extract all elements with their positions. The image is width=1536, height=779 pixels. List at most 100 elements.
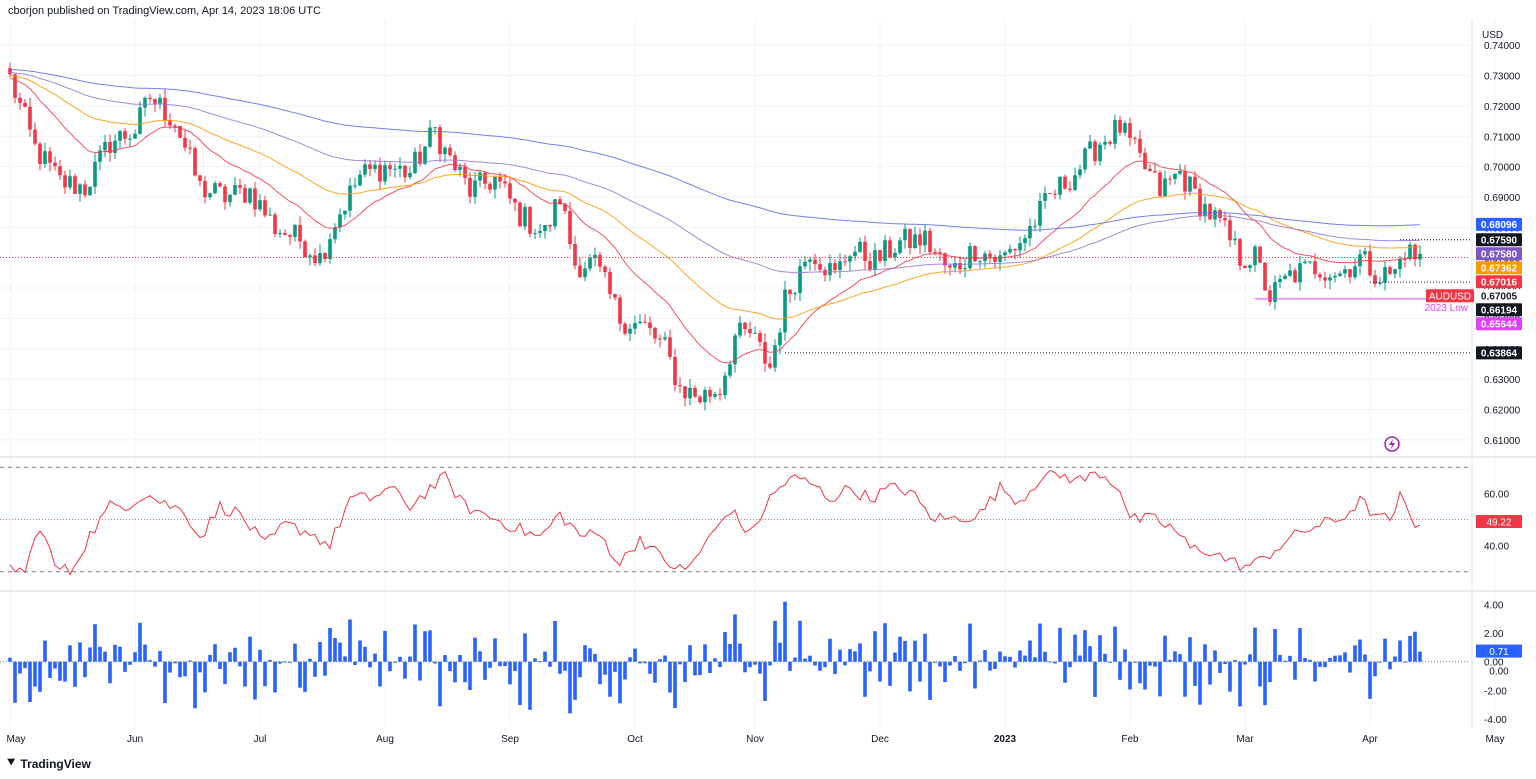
hist-bar — [238, 661, 242, 667]
candle-body — [458, 166, 462, 170]
candle — [48, 146, 52, 172]
hist-bar — [1308, 659, 1312, 662]
candle-body — [1368, 251, 1372, 276]
candle — [853, 245, 857, 261]
candle — [633, 315, 637, 335]
candle-body — [733, 335, 737, 365]
rsi-pane[interactable]: 40.00 60.00 49.22 — [0, 466, 1522, 576]
hist-bar — [243, 661, 247, 687]
hist-bar — [608, 661, 612, 697]
price-axis[interactable]: USD0.610000.620000.630000.640000.650000.… — [1426, 30, 1522, 447]
hist-bar — [1288, 655, 1292, 662]
candle-body — [1153, 171, 1157, 173]
hist-bar — [1163, 635, 1167, 662]
hist-bar — [1348, 661, 1352, 673]
candle-body — [648, 322, 652, 329]
price-label-text: 0.67580 — [1481, 249, 1518, 260]
candle-body — [898, 240, 902, 253]
hist-bar — [873, 631, 877, 662]
price-label-0.67580: 0.67580 — [1476, 247, 1522, 261]
price-pane[interactable]: 2023 Low — [0, 62, 1470, 452]
candle-body — [1108, 141, 1112, 144]
candle — [353, 177, 357, 189]
candle — [623, 321, 627, 336]
hist-bar — [508, 661, 512, 685]
candle-body — [228, 194, 232, 203]
histogram-pane[interactable]: -4.00-2.000.002.004.000.710.00 — [0, 601, 1522, 726]
hist-tick-label: 2.00 — [1484, 629, 1504, 640]
candle-body — [1003, 252, 1007, 256]
candle — [893, 248, 897, 262]
hist-bar — [773, 620, 777, 662]
candle — [1358, 249, 1362, 276]
candle-body — [993, 256, 997, 262]
hist-bar — [313, 661, 317, 677]
candle — [938, 248, 942, 261]
candle-body — [1038, 200, 1042, 226]
hist-bar — [723, 632, 727, 662]
price-label-bg — [1476, 261, 1522, 275]
hist-bar — [398, 656, 402, 662]
hist-bar — [1203, 644, 1207, 662]
hist-bar — [1253, 627, 1257, 662]
candle-body — [1133, 137, 1137, 139]
candle-body — [1158, 172, 1162, 197]
time-axis[interactable]: May Jun Jul Aug Sep Oct Nov Dec 2023 Feb Mar Apr May — [7, 734, 1505, 745]
price-label-0.68096: 0.68096 — [1476, 217, 1522, 231]
price-label-text: 0.67005 — [1481, 291, 1518, 302]
candle-body — [1388, 267, 1392, 274]
hist-bar — [248, 636, 252, 662]
hist-bar — [368, 661, 372, 668]
hist-bar — [1138, 661, 1142, 684]
candle — [743, 321, 747, 336]
candle — [298, 216, 302, 249]
candle-body — [1418, 253, 1422, 260]
candle — [1363, 247, 1367, 257]
candle-body — [1253, 246, 1257, 266]
candle — [128, 134, 132, 147]
hist-bar — [843, 661, 847, 666]
hist-bar — [1193, 661, 1197, 686]
hist-bar — [558, 661, 562, 674]
candle-body — [523, 206, 527, 227]
candle-body — [588, 258, 592, 269]
hist-bar — [513, 661, 517, 671]
hist-tick-label: -4.00 — [1484, 715, 1507, 726]
hist-bar — [1213, 650, 1217, 662]
hist-bar — [908, 661, 912, 692]
hist-bar — [853, 651, 857, 662]
candle — [1373, 269, 1377, 288]
candle — [988, 250, 992, 263]
price-tick-label: 0.72000 — [1484, 102, 1521, 113]
candle — [898, 236, 902, 255]
candle — [888, 236, 892, 259]
hist-bar — [718, 661, 722, 668]
hist-bar — [748, 661, 752, 668]
candle — [1323, 271, 1327, 289]
hist-bar — [1188, 637, 1192, 662]
hist-bar — [123, 661, 127, 672]
hist-bar — [333, 637, 337, 662]
candle-body — [878, 250, 882, 262]
candle-body — [943, 253, 947, 266]
candle-body — [1148, 169, 1152, 172]
candle-body — [803, 261, 807, 267]
candle — [513, 198, 517, 212]
candle-body — [368, 164, 372, 169]
rsi-value-text: 49.22 — [1486, 518, 1511, 529]
candle — [78, 182, 82, 202]
hist-bar — [603, 661, 607, 675]
candle-body — [508, 183, 512, 199]
candle — [883, 234, 887, 267]
hist-bar — [1343, 652, 1347, 662]
candle — [293, 224, 297, 242]
candle-body — [1303, 261, 1307, 264]
candle — [1393, 268, 1397, 279]
hist-bar — [1013, 661, 1017, 668]
hist-bar — [118, 646, 122, 662]
candle-body — [1118, 120, 1122, 133]
candle-body — [168, 120, 172, 126]
hist-bar — [728, 643, 732, 662]
hist-bar — [1153, 661, 1157, 667]
